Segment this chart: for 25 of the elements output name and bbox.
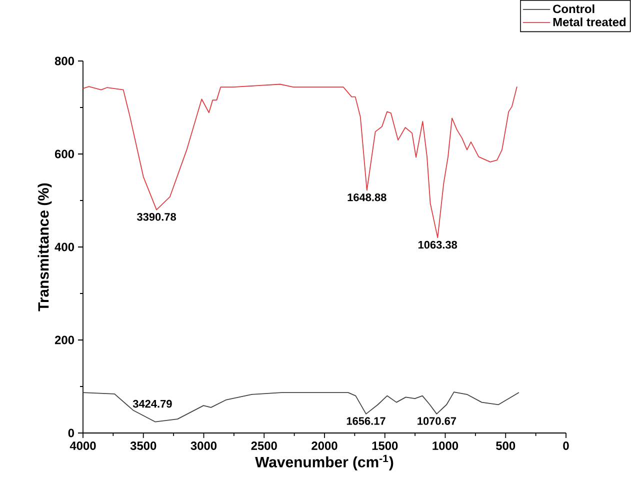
x-tick-label: 0 [563,442,569,450]
annotation: 1656.17 [346,417,386,425]
annotation: 1648.88 [348,193,386,202]
legend-label: Metal treated [553,18,626,26]
legend-label: Control [553,4,594,14]
y-tick-label: 400 [54,242,74,252]
y-tick-label: 600 [54,150,74,158]
line-series [82,84,518,238]
annotation: 1070.67 [418,417,456,425]
y-tick-label: 0 [68,428,74,438]
x-tick-label: 1500 [372,442,398,450]
x-tick-label: 1000 [432,442,458,450]
x-axis-title: Wavenumber (cm$^{-1}$) [255,454,394,470]
x-tick-label: 500 [496,442,516,450]
x-tick-label: 2000 [312,442,338,450]
x-tick-label: 3000 [190,442,217,450]
y-tick-label: 200 [54,336,74,344]
annotation: 3424.79 [132,400,172,408]
x-tick-label: 4000 [70,442,96,450]
x-tick-label: 3500 [130,442,156,450]
y-axis-title: Transmittance (%) [38,183,52,312]
x-tick-label: 2500 [251,442,277,450]
annotation: 1063.38 [418,240,458,249]
y-tick-label: 800 [54,56,74,66]
annotation: 3390.78 [137,213,176,221]
